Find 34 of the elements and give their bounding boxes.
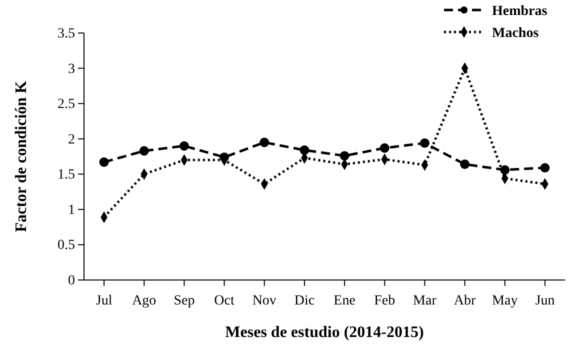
y-tick-label: 1.5 [58, 168, 75, 183]
x-tick-label: Sep [174, 293, 195, 308]
x-tick-label: Jun [535, 293, 555, 308]
point [420, 138, 430, 148]
y-tick-label: 0.5 [58, 238, 75, 254]
point [300, 145, 310, 155]
x-tick-label: Mar [413, 293, 437, 308]
y-tick-label: 2 [68, 132, 75, 148]
x-tick-label: Nov [252, 293, 276, 308]
y-axis-title: Factor de condición K [13, 80, 30, 232]
x-tick-label: Jul [96, 293, 112, 308]
y-tick-label: 0 [68, 273, 75, 288]
point [380, 143, 390, 153]
x-tick-label: Dic [294, 293, 315, 308]
y-tick-label: 3.5 [58, 26, 75, 42]
point [340, 151, 350, 161]
y-tick-label: 1 [68, 202, 75, 218]
point [540, 163, 550, 172]
point [139, 146, 149, 156]
point [460, 160, 470, 169]
y-tick-label: 2.5 [58, 97, 75, 112]
x-axis-title: Meses de estudio (2014-2015) [225, 324, 424, 341]
point [99, 157, 109, 167]
point [260, 138, 270, 148]
x-tick-label: Ago [132, 293, 156, 308]
x-tick-label: Oct [214, 293, 235, 308]
x-tick-label: May [492, 293, 518, 308]
x-tick-label: Abr [454, 293, 476, 308]
x-tick-label: Ene [334, 293, 356, 308]
x-tick-label: Feb [374, 293, 396, 308]
y-tick-label: 3 [68, 62, 75, 77]
legend-label: Hembras [492, 4, 548, 19]
legend-label: Machos [492, 26, 540, 41]
point [179, 141, 189, 151]
